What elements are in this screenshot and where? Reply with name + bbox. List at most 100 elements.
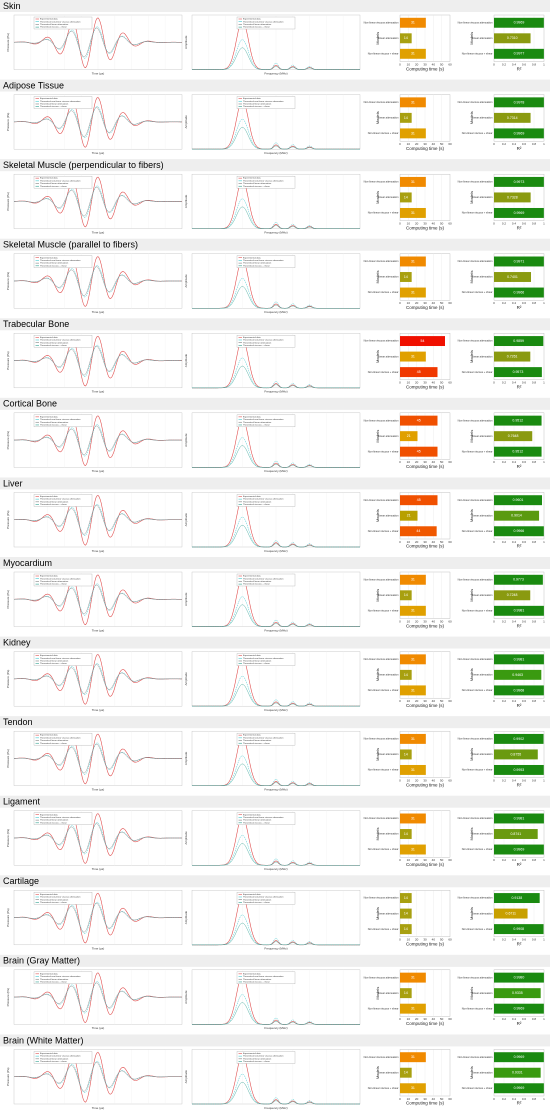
x-tick-label: 0.4: [512, 381, 517, 385]
legend-label: Theoretical non-linear viscous attenuati…: [40, 259, 81, 262]
y-axis-label: Models: [375, 271, 380, 284]
model-label: Non-linear viscous attenuation: [364, 20, 399, 24]
row-title: Cartilage: [3, 876, 39, 886]
legend-label: Theoretical linear attenuation: [243, 262, 272, 265]
model-label: Non-linear viscous attenuation: [458, 339, 493, 343]
model-label: Linear attenuation: [378, 832, 399, 836]
value-label: 31: [411, 354, 415, 358]
x-tick-label: 0: [493, 142, 495, 146]
legend-label: Experimental data: [243, 813, 261, 816]
tissue-row: Trabecular Bone Time (µs) Pressure (Pa) Fre…: [0, 318, 550, 394]
bar: [494, 1083, 544, 1094]
x-axis-label: R²: [517, 305, 522, 310]
x-tick-label: 0: [399, 381, 401, 385]
value-label: 31: [411, 1086, 415, 1090]
value-label: 31: [411, 131, 415, 135]
x-axis-label: Computing time (s): [406, 1101, 445, 1106]
x-tick-label: 20: [415, 938, 419, 942]
tissue-row: Brain (White Matter) Time (µs) Pressure (P…: [0, 1034, 550, 1110]
legend-box: [236, 812, 296, 825]
x-tick-label: 0: [399, 222, 401, 226]
model-label: Non-linear viscous + shear: [462, 608, 493, 612]
x-tick-label: 0: [493, 938, 495, 942]
legend-label: Theoretical viscous + shear: [40, 26, 67, 29]
x-axis-label: Computing time (s): [406, 146, 445, 151]
y-axis-label: Pressure (Pa): [6, 670, 10, 689]
y-axis-label: Amplitude: [184, 990, 188, 1004]
legend-label: Theoretical viscous + shear: [40, 981, 67, 984]
bar: [400, 574, 426, 585]
x-tick-label: 10: [407, 938, 411, 942]
legend-label: Experimental data: [40, 336, 58, 339]
x-tick-label: 50: [440, 1017, 444, 1021]
row-title: Liver: [3, 478, 23, 488]
spectrum-curve: [192, 1081, 360, 1105]
bar: [494, 654, 544, 665]
model-label: Non-linear viscous + shear: [368, 768, 399, 772]
x-axis-label: Computing time (s): [406, 385, 445, 390]
waveform-curve: [13, 823, 182, 853]
model-label: Non-linear viscous + shear: [368, 131, 399, 135]
value-label: 0.9859: [513, 339, 524, 343]
x-tick-label: 0.4: [512, 142, 517, 146]
x-axis-label: Frequency (MHz): [264, 310, 287, 314]
bar: [400, 669, 412, 680]
model-label: Non-linear viscous attenuation: [458, 896, 493, 900]
value-label: 0.9977: [514, 52, 525, 56]
model-label: Non-linear viscous + shear: [368, 608, 399, 612]
x-axis-label: Time (µs): [92, 867, 105, 871]
value-label: 0.9968: [514, 688, 525, 692]
x-tick-label: 20: [415, 1017, 419, 1021]
bar: [494, 1003, 544, 1014]
legend-label: Theoretical viscous + shear: [243, 344, 270, 347]
x-tick-label: 50: [440, 142, 444, 146]
bar: [400, 526, 437, 537]
x-axis-label: Frequency (MHz): [264, 628, 287, 632]
model-label: Linear attenuation: [472, 195, 493, 199]
x-tick-label: 1: [543, 779, 545, 783]
y-axis-label: Pressure (Pa): [6, 1067, 10, 1086]
x-tick-label: 0.2: [502, 142, 507, 146]
value-label: 0.7401: [507, 275, 518, 279]
x-tick-label: 30: [423, 381, 427, 385]
legend-label: Experimental data: [40, 97, 58, 100]
x-axis-label: Computing time (s): [406, 1021, 445, 1026]
x-tick-label: 50: [440, 460, 444, 464]
x-tick-label: 1: [543, 460, 545, 464]
x-tick-label: 0.6: [522, 1017, 527, 1021]
x-axis-label: R²: [517, 1021, 522, 1026]
value-label: 31: [411, 259, 415, 263]
value-label: 14: [404, 673, 408, 677]
spectrum-curve: [192, 445, 360, 468]
x-axis-label: R²: [517, 225, 522, 230]
x-tick-label: 0.8: [532, 142, 537, 146]
model-label: Non-linear viscous attenuation: [458, 259, 493, 263]
y-axis-label: Models: [469, 748, 474, 761]
x-axis-label: Frequency (MHz): [264, 1026, 287, 1030]
value-label: 0.7248: [507, 593, 518, 597]
legend-label: Experimental data: [243, 1052, 261, 1055]
model-label: Linear attenuation: [378, 911, 399, 915]
legend-label: Theoretical linear attenuation: [243, 421, 272, 424]
value-label: 0.9981: [514, 657, 525, 661]
bar: [494, 495, 543, 506]
x-tick-label: 30: [423, 142, 427, 146]
x-axis-label: Frequency (MHz): [264, 390, 287, 394]
bar: [494, 367, 542, 378]
x-tick-label: 0: [493, 460, 495, 464]
value-label: 0.7310: [507, 36, 518, 40]
x-tick-label: 0.2: [502, 858, 507, 862]
y-axis-label: Pressure (Pa): [6, 988, 10, 1007]
legend-box: [236, 96, 296, 109]
model-label: Non-linear viscous attenuation: [458, 20, 493, 24]
value-label: 0.7648: [508, 434, 519, 438]
tissue-row: Tendon Time (µs) Pressure (Pa) Frequency (M…: [0, 716, 550, 792]
x-axis-label: Time (µs): [92, 71, 105, 75]
x-tick-label: 60: [448, 142, 452, 146]
value-label: 0.9969: [514, 1086, 525, 1090]
y-axis-label: Models: [469, 1066, 474, 1079]
bar: [400, 813, 426, 824]
x-tick-label: 0.8: [532, 540, 537, 544]
legend-box: [236, 653, 296, 666]
tissue-row: Cortical Bone Time (µs) Pressure (Pa) Frequ…: [0, 397, 550, 473]
